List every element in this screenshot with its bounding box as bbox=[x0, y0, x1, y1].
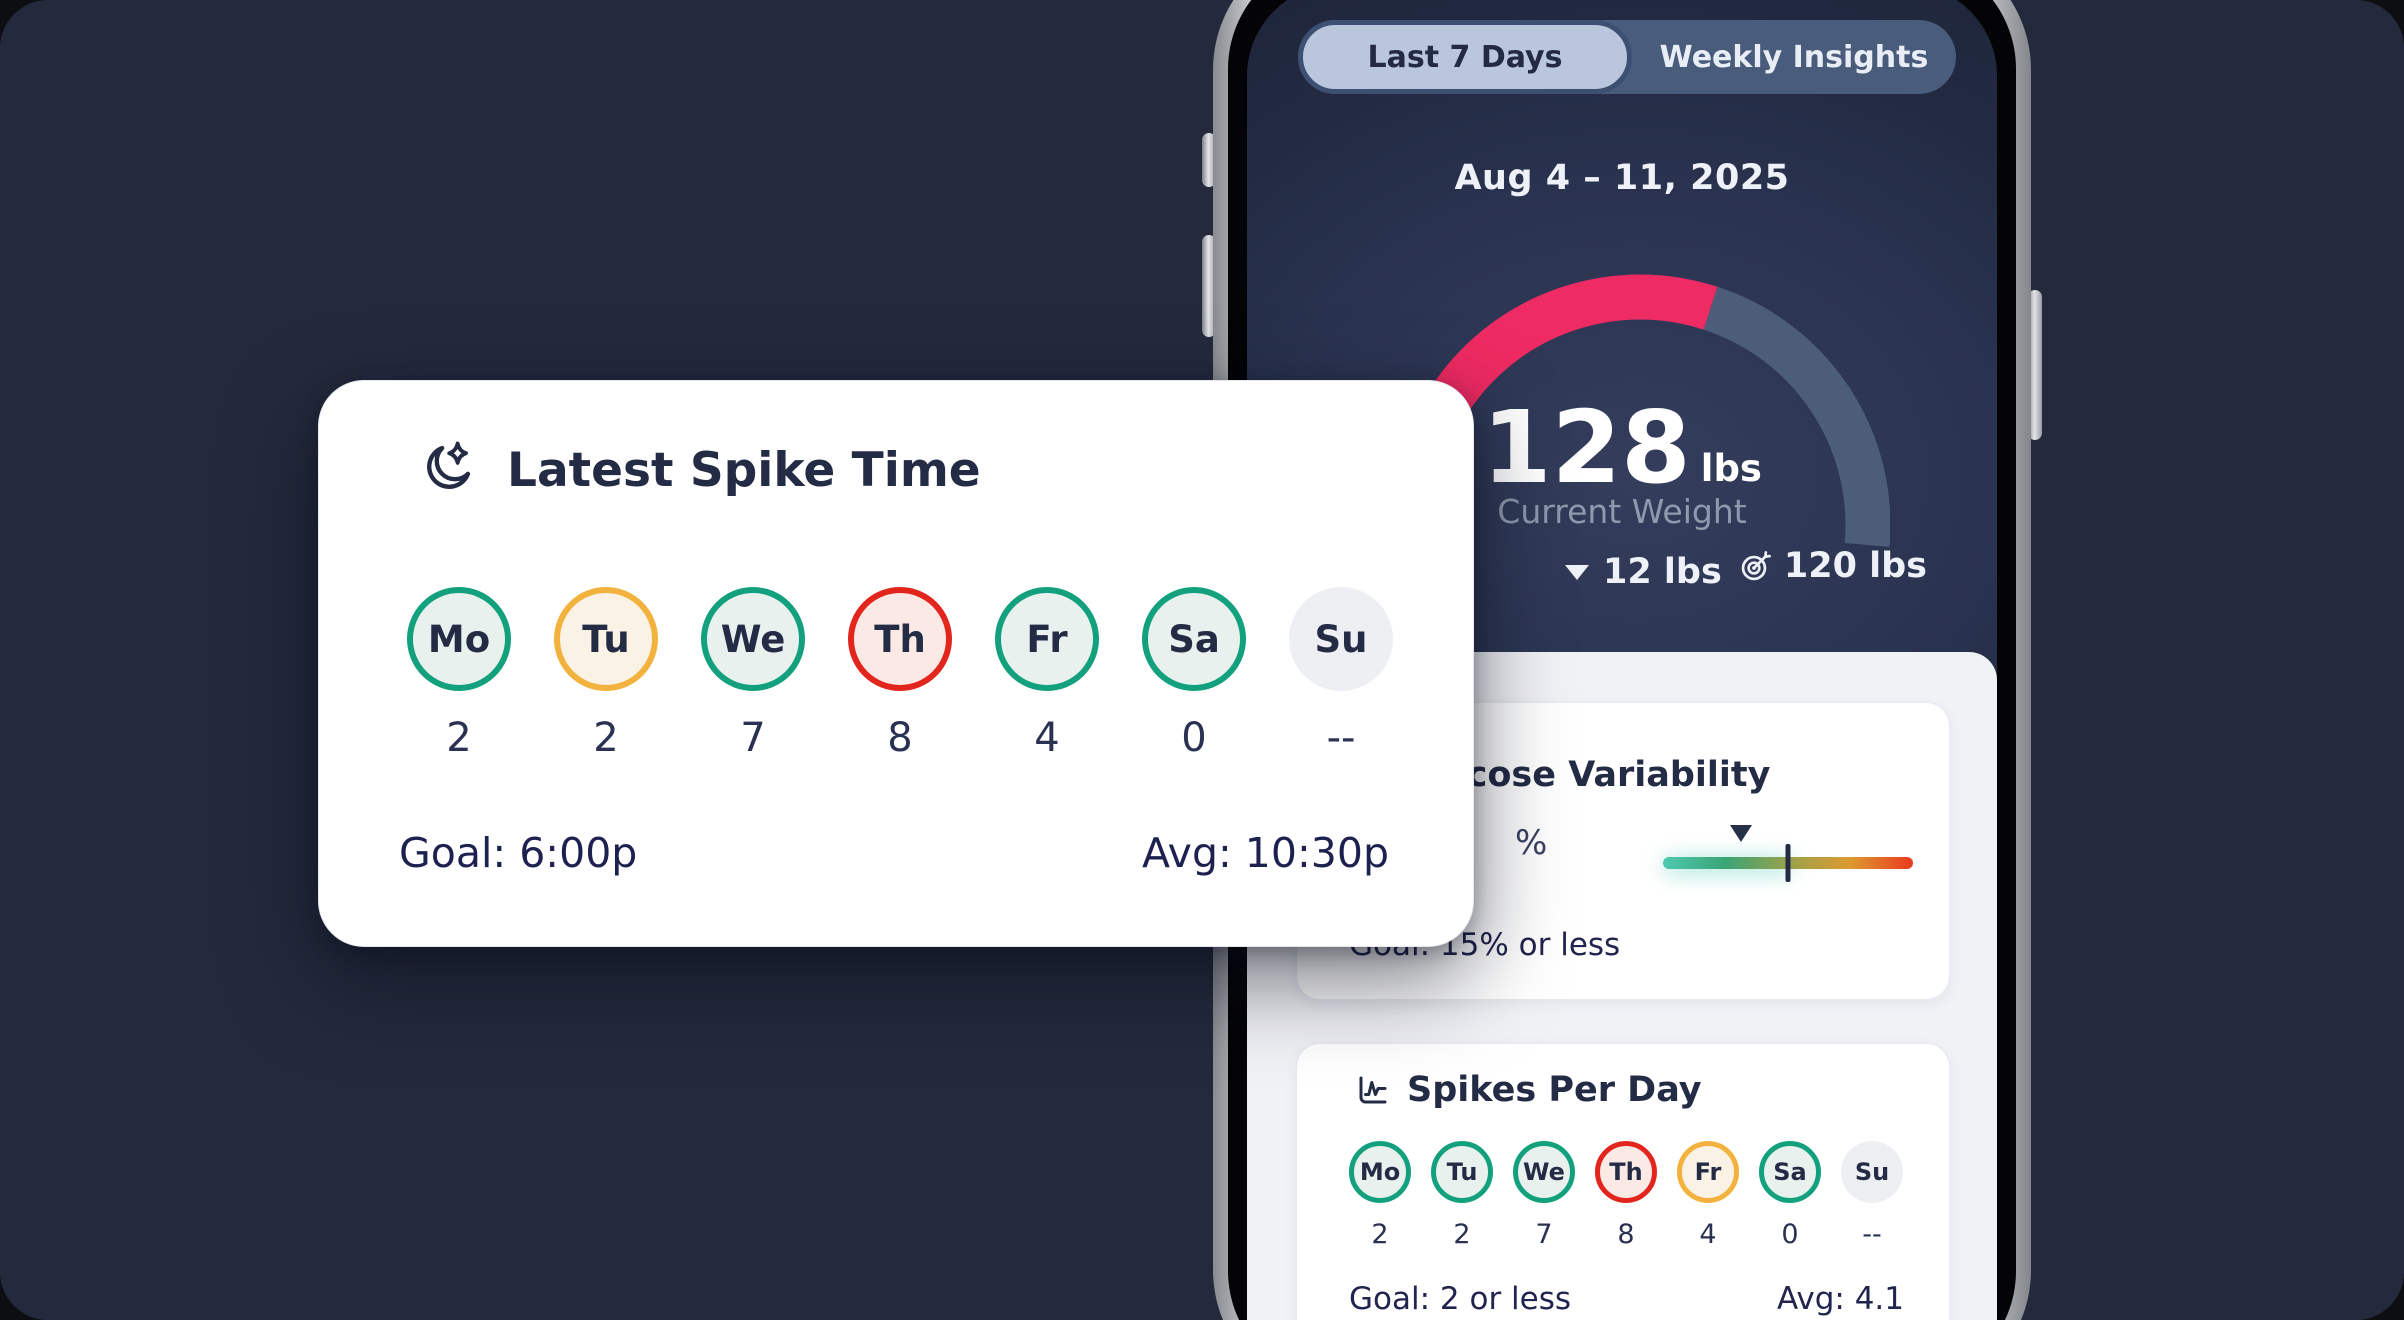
day-column: Tu 2 bbox=[554, 587, 658, 761]
overlay-card-header: Latest Spike Time bbox=[415, 439, 981, 501]
day-value: 0 bbox=[1181, 715, 1207, 761]
weight-unit: lbs bbox=[1700, 447, 1762, 490]
latest-spike-time-card: Latest Spike Time Mo 2 Tu 2 We 7 Th 8 Fr 4 Sa… bbox=[318, 380, 1474, 947]
pulse-chart-icon bbox=[1359, 1076, 1387, 1104]
day-value: 0 bbox=[1781, 1219, 1799, 1250]
day-value: 2 bbox=[593, 715, 619, 761]
weight-goal: 120 lbs bbox=[1740, 546, 1927, 586]
weight-label: Current Weight bbox=[1497, 492, 1747, 531]
weight-readout: 128 lbs bbox=[1247, 398, 1997, 498]
spikes-avg-text: Avg: 4.1 bbox=[1776, 1281, 1904, 1317]
day-column: Su -- bbox=[1841, 1141, 1903, 1250]
spikes-per-day-card: Spikes Per Day Mo 2 Tu 2 We 7 Th 8 Fr 4 Sa 0 S… bbox=[1296, 1043, 1950, 1320]
day-value: 8 bbox=[887, 715, 913, 761]
day-column: Mo 2 bbox=[1349, 1141, 1411, 1250]
day-circle-mo[interactable]: Mo bbox=[1349, 1141, 1411, 1203]
day-column: Sa 0 bbox=[1142, 587, 1246, 761]
moon-star-icon bbox=[427, 441, 471, 489]
overlay-day-row: Mo 2 Tu 2 We 7 Th 8 Fr 4 Sa 0 Su -- bbox=[407, 587, 1393, 761]
glucose-range-bar bbox=[1663, 825, 1913, 884]
day-circle-fr[interactable]: Fr bbox=[995, 587, 1099, 691]
day-circle-we[interactable]: We bbox=[1513, 1141, 1575, 1203]
weight-value: 128 bbox=[1482, 389, 1691, 506]
day-value: 7 bbox=[740, 715, 766, 761]
day-column: Th 8 bbox=[1595, 1141, 1657, 1250]
tab-last-7-days[interactable]: Last 7 Days bbox=[1298, 20, 1632, 94]
glucose-marker-triangle bbox=[1729, 825, 1752, 842]
target-icon bbox=[1741, 551, 1771, 581]
volume-up-button bbox=[1202, 133, 1216, 187]
spikes-card-title: Spikes Per Day bbox=[1407, 1070, 1702, 1110]
spikes-card-header: Spikes Per Day bbox=[1355, 1070, 1702, 1110]
date-range: Aug 4 – 11, 2025 bbox=[1454, 158, 1790, 198]
spikes-card-footer: Goal: 2 or less Avg: 4.1 bbox=[1349, 1281, 1904, 1317]
day-circle-we[interactable]: We bbox=[701, 587, 805, 691]
day-circle-su[interactable]: Su bbox=[1289, 587, 1393, 691]
volume-down-button bbox=[1202, 235, 1216, 337]
day-value: -- bbox=[1862, 1219, 1882, 1250]
day-column: Fr 4 bbox=[1677, 1141, 1739, 1250]
glucose-goal-tick bbox=[1785, 844, 1791, 882]
day-circle-su[interactable]: Su bbox=[1841, 1141, 1903, 1203]
weight-delta: 12 lbs bbox=[1565, 552, 1722, 592]
segmented-control: Last 7 Days Weekly Insights bbox=[1298, 20, 1956, 94]
phone-screen: Last 7 Days Weekly Insights Aug 4 – 11, … bbox=[1247, 0, 1997, 1320]
gauge-track-arc bbox=[1703, 286, 1890, 547]
overlay-card-footer: Goal: 6:00p Avg: 10:30p bbox=[399, 829, 1389, 877]
day-value: 2 bbox=[1371, 1219, 1389, 1250]
day-circle-sa[interactable]: Sa bbox=[1759, 1141, 1821, 1203]
overlay-card-title: Latest Spike Time bbox=[507, 442, 981, 498]
day-circle-fr[interactable]: Fr bbox=[1677, 1141, 1739, 1203]
triangle-down-icon bbox=[1565, 564, 1589, 580]
glucose-unit: % bbox=[1515, 823, 1548, 863]
day-value: 4 bbox=[1034, 715, 1060, 761]
day-column: Tu 2 bbox=[1431, 1141, 1493, 1250]
day-value: 2 bbox=[446, 715, 472, 761]
spikes-day-row: Mo 2 Tu 2 We 7 Th 8 Fr 4 Sa 0 Su -- bbox=[1349, 1141, 1903, 1250]
tab-label: Weekly Insights bbox=[1659, 39, 1929, 75]
day-circle-th[interactable]: Th bbox=[1595, 1141, 1657, 1203]
day-column: Sa 0 bbox=[1759, 1141, 1821, 1250]
day-column: We 7 bbox=[701, 587, 805, 761]
day-circle-sa[interactable]: Sa bbox=[1142, 587, 1246, 691]
spikes-goal-text: Goal: 2 or less bbox=[1349, 1281, 1572, 1317]
day-column: Mo 2 bbox=[407, 587, 511, 761]
overlay-avg-text: Avg: 10:30p bbox=[1142, 829, 1389, 877]
day-value: 4 bbox=[1699, 1219, 1717, 1250]
day-value: 7 bbox=[1535, 1219, 1553, 1250]
tab-weekly-insights[interactable]: Weekly Insights bbox=[1632, 20, 1956, 94]
day-circle-mo[interactable]: Mo bbox=[407, 587, 511, 691]
day-value: -- bbox=[1326, 715, 1356, 761]
day-column: Su -- bbox=[1289, 587, 1393, 761]
day-column: Th 8 bbox=[848, 587, 952, 761]
day-circle-tu[interactable]: Tu bbox=[1431, 1141, 1493, 1203]
day-circle-tu[interactable]: Tu bbox=[554, 587, 658, 691]
day-value: 8 bbox=[1617, 1219, 1635, 1250]
tab-label: Last 7 Days bbox=[1367, 39, 1563, 75]
weight-delta-value: 12 lbs bbox=[1603, 552, 1722, 592]
power-button bbox=[2028, 290, 2042, 440]
overlay-goal-text: Goal: 6:00p bbox=[399, 829, 638, 877]
day-circle-th[interactable]: Th bbox=[848, 587, 952, 691]
weight-goal-value: 120 lbs bbox=[1783, 546, 1927, 586]
day-column: We 7 bbox=[1513, 1141, 1575, 1250]
day-value: 2 bbox=[1453, 1219, 1471, 1250]
day-column: Fr 4 bbox=[995, 587, 1099, 761]
